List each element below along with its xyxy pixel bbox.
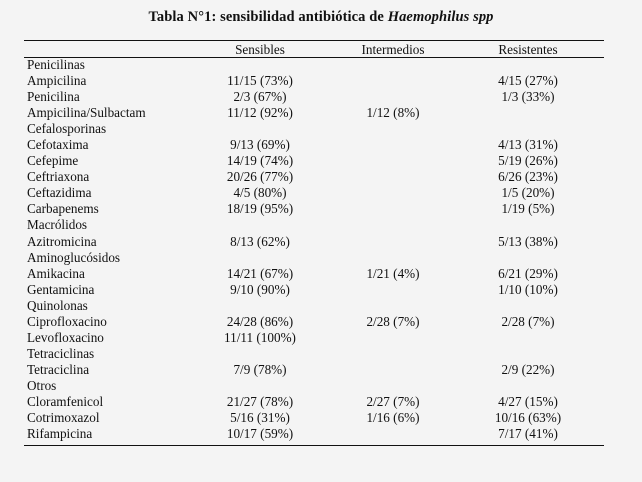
table-row: Carbapenems 18/19 (95%) 1/19 (5%) — [0, 201, 642, 217]
cell-intermedios: 1/16 (6%) — [366, 410, 420, 426]
row-drug-name: Cefalosporinas — [27, 121, 107, 137]
row-drug-name: Cloramfenicol — [27, 393, 104, 409]
cell-resistentes: 5/13 (38%) — [498, 233, 558, 249]
cell-resistentes: 6/26 (23%) — [498, 169, 558, 185]
table-row: Cloramfenicol 21/27 (78%) 2/27 (7%) 4/27 (1… — [0, 394, 642, 410]
table-row: Aminoglucósidos — [0, 250, 642, 266]
row-drug-name: Levofloxacino — [27, 329, 104, 345]
cell-resistentes: 1/3 (33%) — [501, 89, 555, 105]
table-row: Quinolonas — [0, 298, 642, 314]
column-header-intermedios: Intermedios — [361, 42, 425, 57]
cell-sensibles: 24/28 (86%) — [226, 313, 294, 329]
table-row: Gentamicina 9/10 (90%) 1/10 (10%) — [0, 282, 642, 298]
cell-resistentes: 1/10 (10%) — [498, 281, 558, 297]
row-drug-name: Ampicilina/Sulbactam — [27, 105, 146, 121]
table-body: Penicilinas Ampicilina 11/15 (73%) 4/15 (27… — [0, 57, 642, 442]
table-row: Cefotaxima 9/13 (69%) 4/13 (31%) — [0, 137, 642, 153]
cell-sensibles: 5/16 (31%) — [230, 410, 290, 426]
table-bottom-rule — [24, 445, 604, 446]
cell-sensibles: 18/19 (95%) — [226, 201, 294, 217]
table-row: Cefalosporinas — [0, 121, 642, 137]
cell-sensibles: 14/21 (67%) — [226, 265, 294, 281]
row-drug-name: Ampicilina — [27, 73, 87, 89]
table-row: Amikacina 14/21 (67%) 1/21 (4%) 6/21 (29%) — [0, 266, 642, 282]
cell-sensibles: 9/13 (69%) — [230, 137, 290, 153]
cell-sensibles: 11/15 (73%) — [227, 73, 293, 89]
row-drug-name: Aminoglucósidos — [27, 249, 121, 265]
row-drug-name: Rifampicina — [27, 426, 93, 442]
cell-sensibles: 2/3 (67%) — [233, 89, 287, 105]
table-row: Cotrimoxazol 5/16 (31%) 1/16 (6%) 10/16 (63… — [0, 410, 642, 426]
cell-resistentes: 10/16 (63%) — [494, 410, 562, 426]
table-row: Ceftazidima 4/5 (80%) 1/5 (20%) — [0, 185, 642, 201]
row-drug-name: Azitromicina — [27, 233, 97, 249]
table-row: Ampicilina 11/15 (73%) 4/15 (27%) — [0, 73, 642, 89]
cell-intermedios: 1/12 (8%) — [366, 105, 420, 121]
row-drug-name: Quinolonas — [27, 297, 88, 313]
row-drug-name: Otros — [27, 377, 57, 393]
cell-sensibles: 4/5 (80%) — [233, 185, 287, 201]
table-row: Ceftriaxona 20/26 (77%) 6/26 (23%) — [0, 169, 642, 185]
column-header-sensibles: Sensibles — [235, 42, 285, 57]
cell-resistentes: 7/17 (41%) — [498, 426, 558, 442]
row-drug-name: Tetraciclinas — [27, 345, 95, 361]
table-title: Tabla N°1: sensibilidad antibiótica de H… — [0, 9, 642, 26]
cell-resistentes: 4/15 (27%) — [498, 73, 558, 89]
table-title-prefix: Tabla N°1: sensibilidad antibiótica de — [148, 9, 388, 25]
row-drug-name: Macrólidos — [27, 217, 88, 233]
table-header-row: Sensibles Intermedios Resistentes — [0, 42, 642, 58]
row-drug-name: Ciprofloxacino — [27, 313, 107, 329]
table-row: Rifampicina 10/17 (59%) 7/17 (41%) — [0, 426, 642, 442]
row-drug-name: Cefotaxima — [27, 137, 89, 153]
cell-sensibles: 9/10 (90%) — [230, 281, 290, 297]
table-row: Macrólidos — [0, 217, 642, 233]
table-top-rule — [24, 40, 604, 41]
row-drug-name: Cotrimoxazol — [27, 410, 100, 426]
table-title-organism: Haemophilus spp — [387, 9, 494, 25]
row-drug-name: Penicilina — [27, 89, 80, 105]
table-row: Ciprofloxacino 24/28 (86%) 2/28 (7%) 2/28 (… — [0, 314, 642, 330]
cell-resistentes: 2/9 (22%) — [501, 361, 555, 377]
table-header-rule — [24, 57, 604, 58]
table-row: Otros — [0, 378, 642, 394]
cell-intermedios: 2/28 (7%) — [366, 313, 420, 329]
row-drug-name: Penicilinas — [27, 57, 85, 72]
cell-resistentes: 6/21 (29%) — [498, 265, 558, 281]
cell-sensibles: 20/26 (77%) — [226, 169, 294, 185]
column-header-resistentes: Resistentes — [498, 42, 558, 57]
cell-resistentes: 2/28 (7%) — [501, 313, 555, 329]
table-row: Tetraciclinas — [0, 346, 642, 362]
row-drug-name: Tetraciclina — [27, 361, 90, 377]
cell-resistentes: 4/27 (15%) — [498, 393, 558, 409]
table-row: Cefepime 14/19 (74%) 5/19 (26%) — [0, 153, 642, 169]
row-drug-name: Cefepime — [27, 153, 79, 169]
table-row: Ampicilina/Sulbactam 11/12 (92%) 1/12 (8%) — [0, 105, 642, 121]
cell-resistentes: 1/19 (5%) — [501, 201, 555, 217]
row-drug-name: Gentamicina — [27, 281, 95, 297]
cell-sensibles: 14/19 (74%) — [226, 153, 294, 169]
cell-intermedios: 1/21 (4%) — [366, 265, 420, 281]
cell-resistentes: 5/19 (26%) — [498, 153, 558, 169]
row-drug-name: Ceftazidima — [27, 185, 92, 201]
cell-sensibles: 21/27 (78%) — [226, 393, 294, 409]
table-row: Penicilinas — [0, 57, 642, 73]
cell-intermedios: 2/27 (7%) — [366, 393, 420, 409]
row-drug-name: Amikacina — [27, 265, 85, 281]
cell-sensibles: 11/11 (100%) — [224, 329, 296, 345]
cell-resistentes: 1/5 (20%) — [501, 185, 555, 201]
table-row: Tetraciclina 7/9 (78%) 2/9 (22%) — [0, 362, 642, 378]
cell-resistentes: 4/13 (31%) — [498, 137, 558, 153]
table-row: Azitromicina 8/13 (62%) 5/13 (38%) — [0, 234, 642, 250]
table-row: Penicilina 2/3 (67%) 1/3 (33%) — [0, 89, 642, 105]
cell-sensibles: 10/17 (59%) — [226, 426, 294, 442]
cell-sensibles: 7/9 (78%) — [233, 361, 287, 377]
row-drug-name: Carbapenems — [27, 201, 99, 217]
cell-sensibles: 11/12 (92%) — [227, 105, 293, 121]
row-drug-name: Ceftriaxona — [27, 169, 90, 185]
cell-sensibles: 8/13 (62%) — [230, 233, 290, 249]
table-row: Levofloxacino 11/11 (100%) — [0, 330, 642, 346]
